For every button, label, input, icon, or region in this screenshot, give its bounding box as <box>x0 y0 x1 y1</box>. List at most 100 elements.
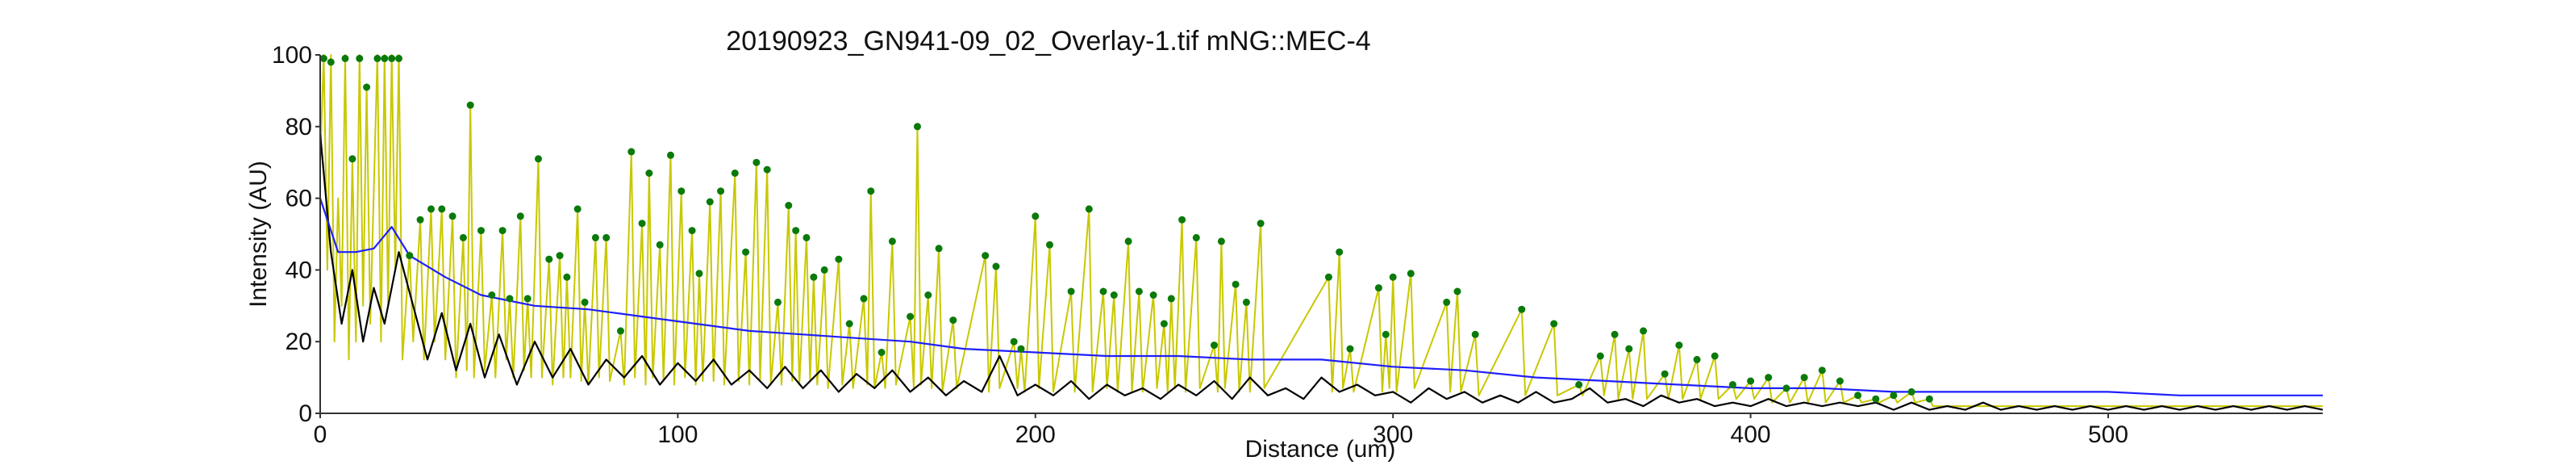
peak-marker <box>1336 248 1344 256</box>
peak-marker <box>1010 337 1018 346</box>
peak-marker <box>617 327 624 335</box>
x-tick-label: 200 <box>1015 421 1056 448</box>
peak-marker <box>1099 287 1107 295</box>
peak-marker <box>706 198 714 206</box>
peak-marker <box>581 298 589 306</box>
peak-marker <box>1257 220 1265 228</box>
peak-marker <box>1032 212 1040 220</box>
peak-marker <box>1453 287 1461 295</box>
peak-marker <box>1217 237 1225 245</box>
peak-marker <box>1167 295 1175 303</box>
peak-marker <box>792 227 800 235</box>
peak-marker <box>1389 273 1397 281</box>
peak-markers <box>319 54 1933 403</box>
peak-marker <box>717 187 725 195</box>
peak-marker <box>1800 374 1808 382</box>
peak-marker <box>1765 374 1773 382</box>
y-tick-labels: 0 20 40 60 80 100 <box>272 42 320 427</box>
peak-marker <box>1782 384 1790 392</box>
y-tick-label: 80 <box>286 114 312 140</box>
peak-marker <box>1550 320 1558 328</box>
peak-marker <box>327 58 335 66</box>
peak-marker <box>591 233 599 241</box>
peak-marker <box>752 158 761 166</box>
peak-marker <box>627 148 636 156</box>
peak-marker <box>1872 395 1880 403</box>
x-tick-label: 500 <box>2088 421 2128 448</box>
x-axis-label: Distance (um) <box>1245 436 1396 463</box>
peak-marker <box>1596 352 1604 360</box>
peak-marker <box>1640 327 1648 335</box>
peak-marker <box>498 227 506 235</box>
peak-marker <box>1407 270 1415 278</box>
peak-marker <box>602 233 611 241</box>
peak-marker <box>556 252 564 260</box>
plot-area <box>319 54 2324 411</box>
y-tick-label: 40 <box>286 257 312 283</box>
chart-title: 20190923_GN941-09_02_Overlay-1.tif mNG::… <box>726 26 1370 57</box>
peak-marker <box>731 170 739 177</box>
peak-marker <box>348 155 356 163</box>
peak-marker <box>1242 298 1250 306</box>
peak-marker <box>563 273 571 281</box>
y-axis-label: Intensity (AU) <box>245 161 272 308</box>
peak-marker <box>1135 287 1143 295</box>
peak-marker <box>356 54 364 62</box>
peak-marker <box>1232 280 1240 288</box>
peak-marker <box>742 248 750 256</box>
peak-marker <box>1046 241 1053 249</box>
peak-marker <box>427 205 435 213</box>
peak-marker <box>1443 298 1451 306</box>
baseline-line <box>319 198 2323 396</box>
y-tick-label: 60 <box>286 186 312 212</box>
peak-marker <box>395 54 402 62</box>
peak-marker <box>1854 392 1862 400</box>
baseline-series <box>319 198 2323 396</box>
peak-marker <box>1518 305 1526 313</box>
raw-intensity-line <box>319 54 2323 408</box>
peak-marker <box>1747 377 1755 385</box>
peak-marker <box>341 54 349 62</box>
peak-marker <box>1110 291 1118 299</box>
peak-marker <box>820 266 828 274</box>
peak-marker <box>363 83 371 91</box>
peak-marker <box>867 187 875 195</box>
peak-marker <box>1728 381 1736 388</box>
peak-marker <box>1178 216 1186 224</box>
peak-marker <box>688 227 696 235</box>
smoothed-intensity-line <box>319 133 2324 411</box>
peak-marker <box>645 170 653 177</box>
peak-marker <box>785 202 793 209</box>
peak-marker <box>1675 341 1683 350</box>
peak-marker <box>1693 355 1701 363</box>
peak-marker <box>438 205 446 213</box>
peak-marker <box>845 320 853 328</box>
y-tick-label: 0 <box>298 400 312 427</box>
peak-marker <box>545 255 553 263</box>
peak-marker <box>677 187 686 195</box>
peak-marker <box>1661 370 1669 378</box>
raw-intensity-series <box>319 54 2323 408</box>
peak-marker <box>695 270 703 278</box>
peak-marker <box>949 316 957 325</box>
peak-marker <box>1925 395 1933 403</box>
peak-marker <box>935 245 943 253</box>
peak-marker <box>802 233 811 241</box>
peak-marker <box>914 123 921 131</box>
x-tick-label: 100 <box>657 421 698 448</box>
peak-marker <box>466 101 474 109</box>
peak-marker <box>638 220 646 228</box>
peak-marker <box>982 252 990 260</box>
peak-marker <box>1382 330 1390 338</box>
x-tick-label: 300 <box>1373 421 1413 448</box>
peak-marker <box>1374 284 1382 292</box>
peak-marker <box>319 54 327 62</box>
peak-marker <box>907 312 915 320</box>
peak-marker <box>667 151 674 159</box>
peak-marker <box>523 295 531 303</box>
x-tick-label: 400 <box>1731 421 1771 448</box>
peak-marker <box>535 155 542 163</box>
peak-marker <box>1192 233 1200 241</box>
peak-marker <box>477 227 485 235</box>
